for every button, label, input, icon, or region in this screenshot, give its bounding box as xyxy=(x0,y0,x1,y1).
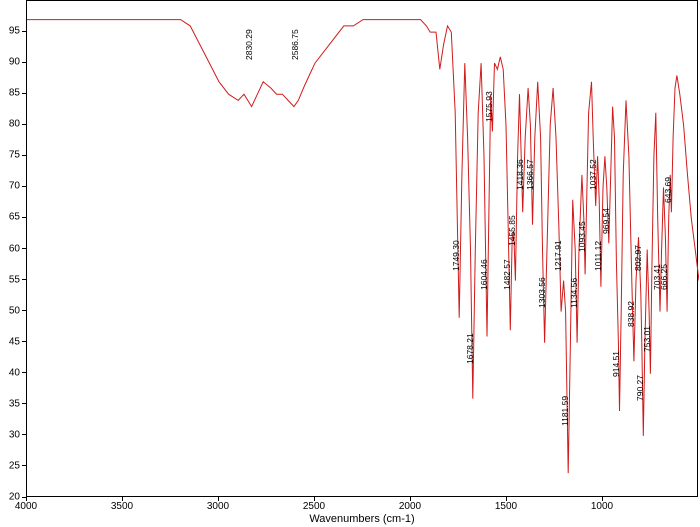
peak-label: 2830.29 xyxy=(244,29,254,60)
y-tick-label: 45 xyxy=(0,336,20,347)
peak-label: 1482.57 xyxy=(502,259,512,290)
y-tick-label: 55 xyxy=(0,274,20,285)
x-tick-label: 1000 xyxy=(591,501,613,512)
y-tick-label: 65 xyxy=(0,212,20,223)
peak-label: 2586.75 xyxy=(290,29,300,60)
x-tick-label: 3000 xyxy=(207,501,229,512)
ir-spectrum-chart: Wavenumbers (cm-1) 202530354045505560657… xyxy=(0,0,700,527)
x-tick-label: 2000 xyxy=(399,501,421,512)
y-tick-label: 60 xyxy=(0,243,20,254)
peak-label: 802.97 xyxy=(633,245,643,271)
peak-label: 1011.12 xyxy=(593,241,603,271)
y-tick-label: 30 xyxy=(0,429,20,440)
peak-label: 969.54 xyxy=(601,208,611,234)
y-tick-label: 75 xyxy=(0,150,20,161)
peak-label: 1217.91 xyxy=(553,240,563,271)
peak-label: 1134.56 xyxy=(569,278,579,308)
y-tick-label: 80 xyxy=(0,119,20,130)
x-tick-label: 4000 xyxy=(15,501,37,512)
x-tick-label: 1500 xyxy=(495,501,517,512)
y-tick-label: 35 xyxy=(0,398,20,409)
peak-label: 1366.57 xyxy=(525,159,535,190)
y-tick-label: 25 xyxy=(0,460,20,471)
peak-label: 1604.46 xyxy=(479,259,489,290)
peak-label: 666.25 xyxy=(659,264,669,290)
peak-label: 643.69 xyxy=(663,177,673,203)
x-tick-label: 2500 xyxy=(303,501,325,512)
y-tick-label: 85 xyxy=(0,88,20,99)
peak-label: 790.27 xyxy=(635,375,645,401)
peak-label: 753.01 xyxy=(642,326,652,352)
y-tick-label: 50 xyxy=(0,305,20,316)
peak-label: 1303.56 xyxy=(537,277,547,308)
peak-label: 1418.36 xyxy=(515,159,525,190)
peak-label: 1037.52 xyxy=(588,159,598,190)
peak-label: 838.92 xyxy=(626,301,636,327)
peak-label: 1093.45 xyxy=(577,222,587,253)
peak-label: 1678.21 xyxy=(465,333,475,364)
y-tick-label: 95 xyxy=(0,26,20,37)
x-axis-title: Wavenumbers (cm-1) xyxy=(309,513,414,525)
peak-label: 914.51 xyxy=(611,351,621,377)
peak-label: 1455.85 xyxy=(507,215,517,246)
y-tick-label: 40 xyxy=(0,367,20,378)
peak-label: 1575.93 xyxy=(484,91,494,122)
y-tick-label: 90 xyxy=(0,57,20,68)
x-tick-label: 3500 xyxy=(111,501,133,512)
peak-label: 1749.30 xyxy=(451,240,461,271)
y-tick-label: 70 xyxy=(0,181,20,192)
peak-label: 1181.59 xyxy=(560,396,570,426)
